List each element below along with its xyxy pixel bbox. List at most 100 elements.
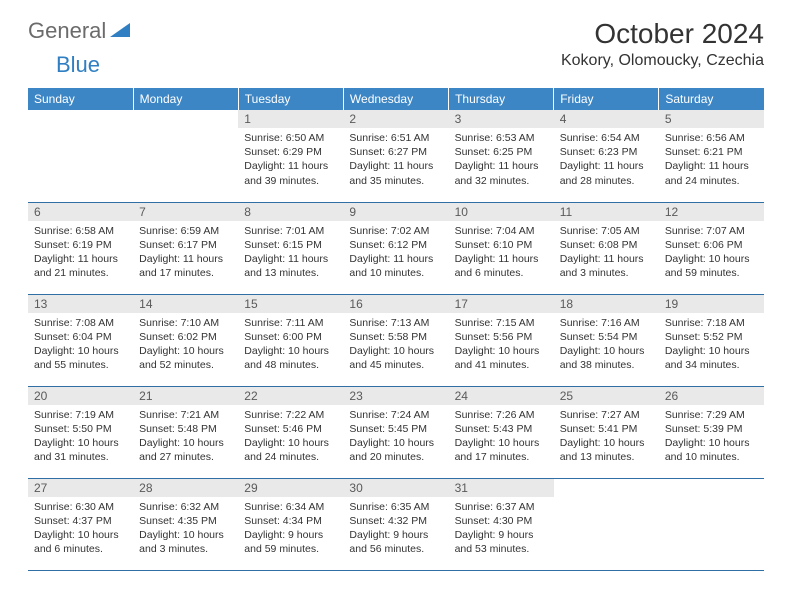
daylight-text: Daylight: 11 hours and 24 minutes. (665, 159, 758, 187)
sunrise-text: Sunrise: 6:51 AM (349, 131, 442, 145)
day-number: 3 (449, 110, 554, 128)
logo: General (28, 18, 132, 44)
calendar-cell: 29Sunrise: 6:34 AMSunset: 4:34 PMDayligh… (238, 478, 343, 570)
daylight-text: Daylight: 9 hours and 53 minutes. (455, 528, 548, 556)
sunrise-text: Sunrise: 7:27 AM (560, 408, 653, 422)
daylight-text: Daylight: 10 hours and 48 minutes. (244, 344, 337, 372)
day-details: Sunrise: 6:59 AMSunset: 6:17 PMDaylight:… (133, 221, 238, 285)
calendar-cell (28, 110, 133, 202)
calendar-week-row: 13Sunrise: 7:08 AMSunset: 6:04 PMDayligh… (28, 294, 764, 386)
sunrise-text: Sunrise: 6:56 AM (665, 131, 758, 145)
day-details: Sunrise: 7:05 AMSunset: 6:08 PMDaylight:… (554, 221, 659, 285)
location: Kokory, Olomoucky, Czechia (561, 52, 764, 70)
day-details: Sunrise: 7:26 AMSunset: 5:43 PMDaylight:… (449, 405, 554, 469)
calendar-cell: 17Sunrise: 7:15 AMSunset: 5:56 PMDayligh… (449, 294, 554, 386)
day-details: Sunrise: 7:29 AMSunset: 5:39 PMDaylight:… (659, 405, 764, 469)
sunrise-text: Sunrise: 7:11 AM (244, 316, 337, 330)
sunset-text: Sunset: 6:25 PM (455, 145, 548, 159)
day-number: 30 (343, 479, 448, 497)
sunset-text: Sunset: 5:43 PM (455, 422, 548, 436)
calendar-body: 1Sunrise: 6:50 AMSunset: 6:29 PMDaylight… (28, 110, 764, 570)
calendar-cell: 30 Sunrise: 6:35 AMSunset: 4:32 PMDayligh… (343, 478, 448, 570)
sunrise-text: Sunrise: 7:19 AM (34, 408, 127, 422)
day-details: Sunrise: 6:54 AMSunset: 6:23 PMDaylight:… (554, 128, 659, 192)
sunrise-text: Sunrise: 6:50 AM (244, 131, 337, 145)
day-details: Sunrise: 6:32 AMSunset: 4:35 PMDaylight:… (133, 497, 238, 561)
day-number: 27 (28, 479, 133, 497)
day-number: 31 (449, 479, 554, 497)
sunrise-text: Sunrise: 7:13 AM (349, 316, 442, 330)
calendar-week-row: 6Sunrise: 6:58 AMSunset: 6:19 PMDaylight… (28, 202, 764, 294)
sunrise-text: Sunrise: 6:35 AM (349, 500, 442, 514)
sunrise-text: Sunrise: 6:32 AM (139, 500, 232, 514)
calendar-cell (133, 110, 238, 202)
daylight-text: Daylight: 10 hours and 27 minutes. (139, 436, 232, 464)
sunset-text: Sunset: 5:46 PM (244, 422, 337, 436)
sunrise-text: Sunrise: 7:08 AM (34, 316, 127, 330)
day-number: 26 (659, 387, 764, 405)
calendar-cell: 18Sunrise: 7:16 AMSunset: 5:54 PMDayligh… (554, 294, 659, 386)
sunset-text: Sunset: 4:32 PM (349, 514, 442, 528)
daylight-text: Daylight: 10 hours and 59 minutes. (665, 252, 758, 280)
daylight-text: Daylight: 11 hours and 32 minutes. (455, 159, 548, 187)
day-details: Sunrise: 7:27 AMSunset: 5:41 PMDaylight:… (554, 405, 659, 469)
day-number: 6 (28, 203, 133, 221)
sunset-text: Sunset: 5:58 PM (349, 330, 442, 344)
day-number: 28 (133, 479, 238, 497)
calendar-cell: 1Sunrise: 6:50 AMSunset: 6:29 PMDaylight… (238, 110, 343, 202)
sunrise-text: Sunrise: 6:30 AM (34, 500, 127, 514)
day-number: 20 (28, 387, 133, 405)
day-number: 15 (238, 295, 343, 313)
sunrise-text: Sunrise: 7:10 AM (139, 316, 232, 330)
calendar-cell: 23Sunrise: 7:24 AMSunset: 5:45 PMDayligh… (343, 386, 448, 478)
day-details: Sunrise: 6:53 AMSunset: 6:25 PMDaylight:… (449, 128, 554, 192)
day-details: Sunrise: 6:30 AMSunset: 4:37 PMDaylight:… (28, 497, 133, 561)
sunrise-text: Sunrise: 6:59 AM (139, 224, 232, 238)
calendar-cell (659, 478, 764, 570)
day-number: 29 (238, 479, 343, 497)
day-header: Thursday (449, 88, 554, 110)
day-number: 8 (238, 203, 343, 221)
daylight-text: Daylight: 10 hours and 20 minutes. (349, 436, 442, 464)
day-details: Sunrise: 7:16 AMSunset: 5:54 PMDaylight:… (554, 313, 659, 377)
day-details: Sunrise: 7:22 AMSunset: 5:46 PMDaylight:… (238, 405, 343, 469)
sunset-text: Sunset: 6:29 PM (244, 145, 337, 159)
sunrise-text: Sunrise: 7:15 AM (455, 316, 548, 330)
calendar-cell: 26Sunrise: 7:29 AMSunset: 5:39 PMDayligh… (659, 386, 764, 478)
daylight-text: Daylight: 11 hours and 28 minutes. (560, 159, 653, 187)
calendar-cell: 6Sunrise: 6:58 AMSunset: 6:19 PMDaylight… (28, 202, 133, 294)
daylight-text: Daylight: 10 hours and 55 minutes. (34, 344, 127, 372)
sunset-text: Sunset: 4:34 PM (244, 514, 337, 528)
day-details: Sunrise: 6:58 AMSunset: 6:19 PMDaylight:… (28, 221, 133, 285)
calendar-week-row: 27Sunrise: 6:30 AMSunset: 4:37 PMDayligh… (28, 478, 764, 570)
sunset-text: Sunset: 6:00 PM (244, 330, 337, 344)
day-details: Sunrise: 7:01 AMSunset: 6:15 PMDaylight:… (238, 221, 343, 285)
sunrise-text: Sunrise: 6:53 AM (455, 131, 548, 145)
calendar-cell (554, 478, 659, 570)
daylight-text: Daylight: 10 hours and 41 minutes. (455, 344, 548, 372)
day-details: Sunrise: 6:50 AMSunset: 6:29 PMDaylight:… (238, 128, 343, 192)
day-number: 9 (343, 203, 448, 221)
day-number: 24 (449, 387, 554, 405)
sunset-text: Sunset: 5:39 PM (665, 422, 758, 436)
empty-cell (28, 110, 133, 128)
day-header: Friday (554, 88, 659, 110)
day-number: 12 (659, 203, 764, 221)
calendar-cell: 2Sunrise: 6:51 AMSunset: 6:27 PMDaylight… (343, 110, 448, 202)
day-details: Sunrise: 7:13 AMSunset: 5:58 PMDaylight:… (343, 313, 448, 377)
logo-triangle-icon (110, 23, 130, 37)
sunset-text: Sunset: 6:12 PM (349, 238, 442, 252)
day-number: 19 (659, 295, 764, 313)
day-details: Sunrise: 7:10 AMSunset: 6:02 PMDaylight:… (133, 313, 238, 377)
month-title: October 2024 (561, 18, 764, 50)
calendar-cell: 5Sunrise: 6:56 AMSunset: 6:21 PMDaylight… (659, 110, 764, 202)
sunset-text: Sunset: 6:15 PM (244, 238, 337, 252)
logo-text-blue: Blue (56, 52, 100, 77)
daylight-text: Daylight: 9 hours and 56 minutes. (349, 528, 442, 556)
day-details: Sunrise: 7:18 AMSunset: 5:52 PMDaylight:… (659, 313, 764, 377)
day-header: Saturday (659, 88, 764, 110)
calendar-cell: 27Sunrise: 6:30 AMSunset: 4:37 PMDayligh… (28, 478, 133, 570)
daylight-text: Daylight: 10 hours and 13 minutes. (560, 436, 653, 464)
sunrise-text: Sunrise: 7:18 AM (665, 316, 758, 330)
sunrise-text: Sunrise: 7:24 AM (349, 408, 442, 422)
